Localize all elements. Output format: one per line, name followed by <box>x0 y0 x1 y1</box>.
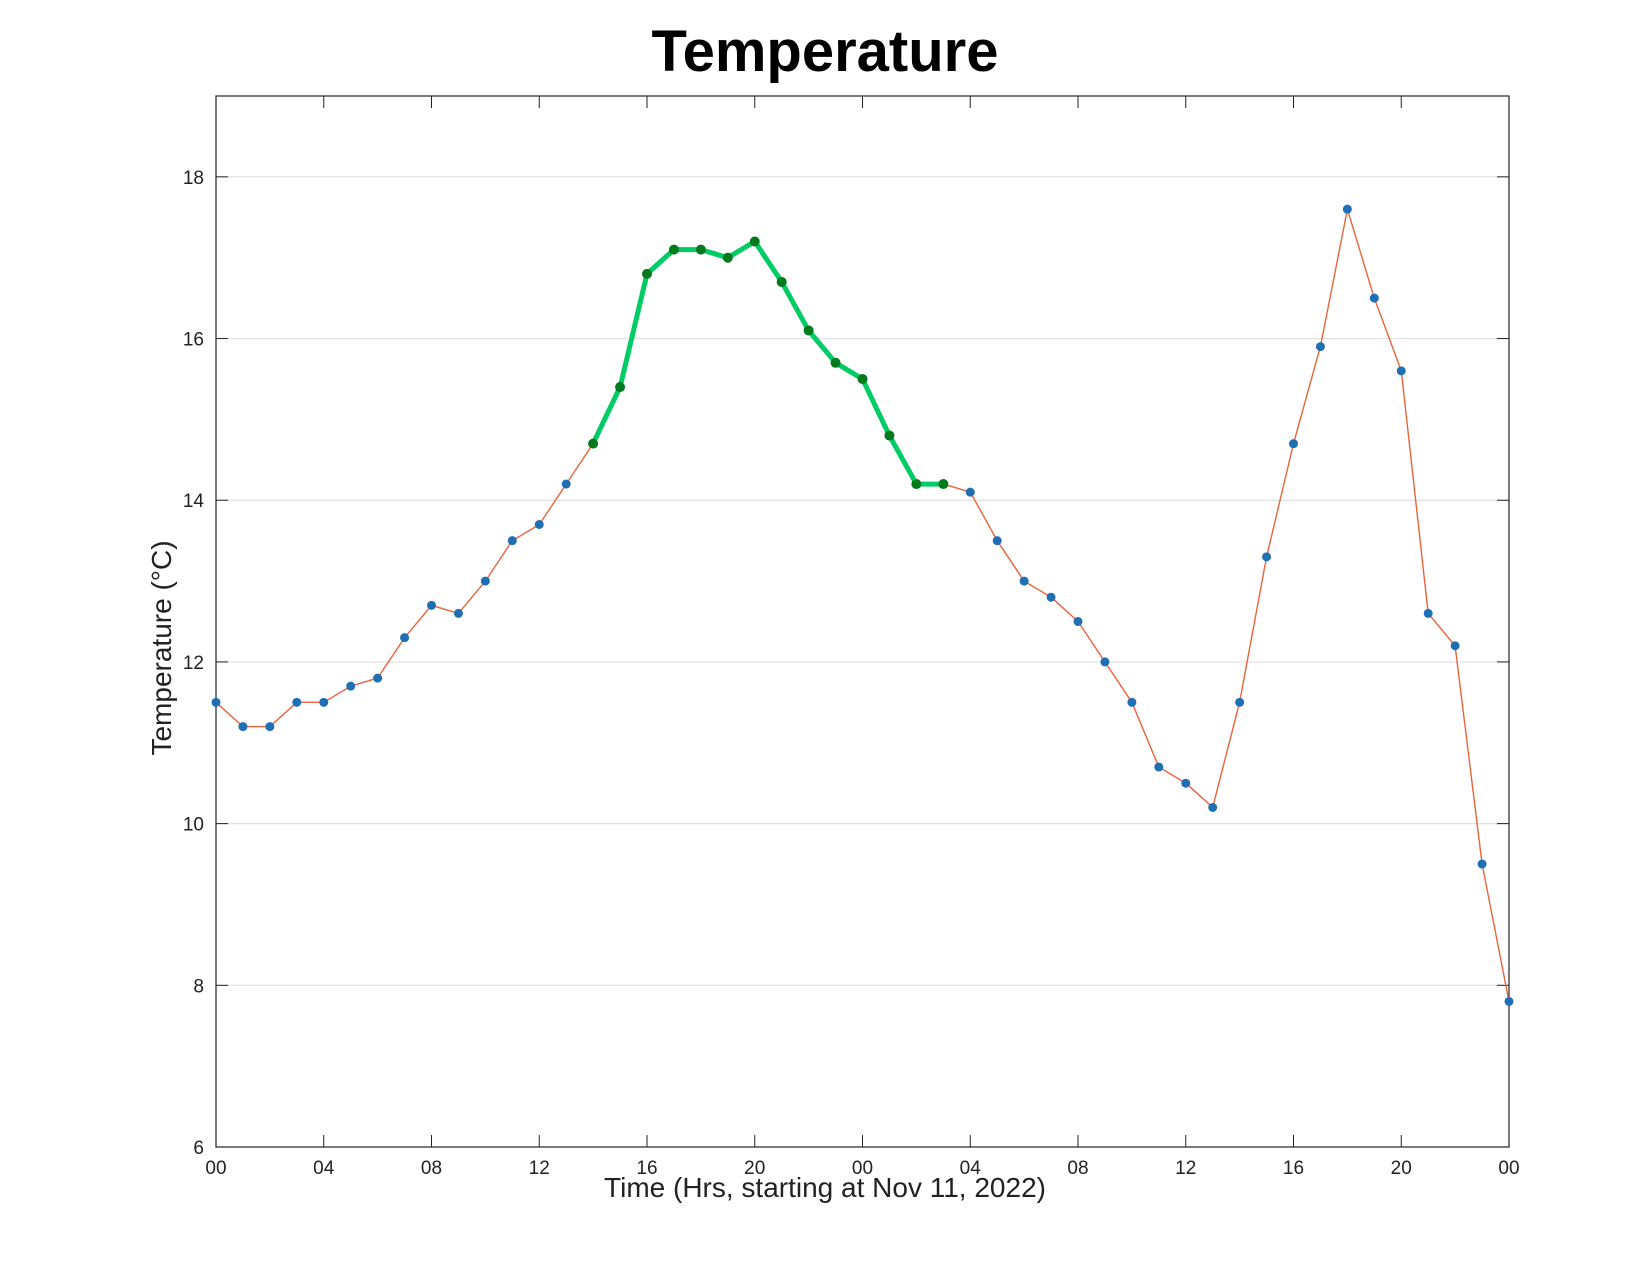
tick-labels: 6 8 10 12 14 16 18 00 04 08 12 16 20 00 04 08 12 16 20 00 <box>183 168 1520 1179</box>
y-tick-label: 14 <box>183 491 205 512</box>
data-point <box>373 673 383 683</box>
data-point <box>1396 366 1406 376</box>
chart-title: Temperature <box>651 19 999 84</box>
x-axis-label: Time (Hrs, starting at Nov 11, 2022) <box>604 1172 1046 1203</box>
y-tick-label: 12 <box>183 653 204 674</box>
data-point <box>911 479 922 490</box>
data-point <box>1181 778 1191 788</box>
data-point <box>776 276 787 287</box>
data-point <box>1019 576 1029 586</box>
data-point <box>346 681 356 691</box>
x-tick-label: 00 <box>1498 1158 1519 1179</box>
series-group <box>211 204 1514 1006</box>
data-point <box>830 357 841 368</box>
data-point <box>668 244 679 255</box>
y-axis-label: Temperature (°C) <box>146 540 177 756</box>
x-tick-label: 04 <box>960 1158 982 1179</box>
y-tick-label: 18 <box>183 168 204 189</box>
data-point <box>695 244 706 255</box>
data-point <box>615 382 626 393</box>
data-point <box>1235 697 1245 707</box>
data-point <box>1208 802 1218 812</box>
data-point <box>1127 697 1137 707</box>
x-tick-label: 12 <box>529 1158 550 1179</box>
y-tick-label: 8 <box>193 976 204 997</box>
data-point <box>1504 996 1514 1006</box>
data-point <box>1154 762 1164 772</box>
data-point <box>561 479 571 489</box>
x-tick-label: 16 <box>636 1158 657 1179</box>
data-point <box>1289 439 1298 449</box>
data-point <box>211 697 221 707</box>
data-point <box>588 438 599 449</box>
data-point <box>992 536 1002 546</box>
x-tick-label: 08 <box>421 1158 442 1179</box>
data-point <box>1477 859 1487 869</box>
x-tick-label: 00 <box>205 1158 226 1179</box>
data-point <box>642 268 652 279</box>
data-point <box>1315 342 1325 352</box>
data-point <box>1046 592 1056 602</box>
data-point <box>534 519 544 529</box>
data-point <box>427 600 436 610</box>
data-point <box>319 697 329 707</box>
data-point <box>1342 204 1352 214</box>
data-point <box>1369 293 1379 303</box>
data-point <box>1450 641 1460 651</box>
data-point <box>1073 617 1083 626</box>
plot-frame <box>215 95 1510 1148</box>
data-point <box>238 722 248 732</box>
data-point <box>857 373 868 384</box>
x-tick-label: 04 <box>313 1158 335 1179</box>
data-point <box>292 697 302 707</box>
x-tick-label: 16 <box>1283 1158 1304 1179</box>
data-point <box>400 633 410 643</box>
axes <box>215 95 1510 1148</box>
data-point <box>265 722 275 732</box>
data-point <box>1262 552 1272 562</box>
x-tick-label: 00 <box>852 1158 873 1179</box>
x-tick-label: 12 <box>1175 1158 1196 1179</box>
y-tick-label: 16 <box>183 330 204 351</box>
data-point <box>507 536 517 546</box>
series-line-1 <box>590 239 944 487</box>
x-tick-label: 08 <box>1067 1158 1088 1179</box>
data-point <box>749 236 760 247</box>
data-point <box>938 479 949 490</box>
data-point <box>1423 608 1433 618</box>
y-tick-label: 6 <box>193 1138 204 1159</box>
data-point <box>480 576 490 586</box>
series-line-0 <box>215 208 1510 1002</box>
data-point <box>884 430 895 441</box>
x-tick-label: 20 <box>744 1158 765 1179</box>
data-point <box>965 487 975 497</box>
y-tick-label: 10 <box>183 815 204 836</box>
x-tick-label: 20 <box>1391 1158 1412 1179</box>
data-point <box>453 608 463 618</box>
grid-lines <box>216 176 1509 986</box>
data-point <box>722 252 733 263</box>
data-point <box>1100 657 1110 667</box>
data-point <box>803 325 814 336</box>
